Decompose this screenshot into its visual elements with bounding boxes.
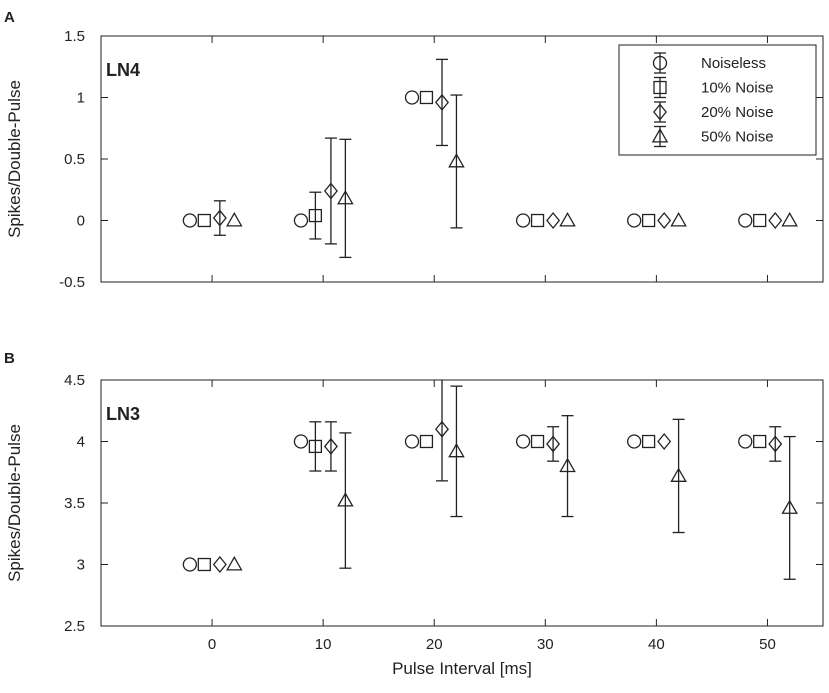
panel-b-y-axis-label: Spikes/Double-Pulse [5,424,24,582]
data-point-circle [627,434,642,449]
data-point-triangle [670,467,687,482]
panel-a-y-tick-label: -0.5 [59,274,85,291]
data-point-triangle [448,442,465,458]
data-point-diamond [657,432,672,451]
panel-b-x-tick-label: 40 [648,636,665,653]
data-point-triangle [781,212,798,227]
legend-box [618,44,817,156]
data-point-square [419,90,434,105]
data-point-diamond [212,209,227,227]
panel-b-y-tick-label: 3.5 [64,495,85,512]
data-point-triangle [781,499,798,514]
data-point-diamond [768,435,783,453]
data-point-diamond [435,93,449,111]
panel-a-y-tick-label: 0 [77,213,85,230]
data-point-circle [293,434,309,449]
panel-b-y-tick-label: 2.5 [64,618,85,635]
data-point-diamond [323,437,338,455]
data-point-triangle [226,212,243,227]
panel-b-plot-frame [100,379,824,627]
data-point-diamond [435,420,449,438]
data-point-diamond [323,182,338,200]
data-point-diamond [212,555,227,574]
data-point-circle [515,213,531,228]
data-point-triangle [559,457,576,473]
legend-marker-circle [652,55,668,71]
panel-b-x-tick-label: 20 [426,636,443,653]
data-point-diamond [657,211,672,230]
data-point-circle [182,557,198,572]
legend-label: 20% Noise [701,104,774,121]
data-point-triangle [226,556,243,571]
data-point-square [530,213,545,228]
panel-b-x-tick-label: 50 [759,636,776,653]
data-point-triangle [448,152,465,168]
data-point-triangle [337,189,354,205]
data-point-diamond [768,211,783,230]
panel-b-y-tick-label: 3 [77,557,85,574]
legend-label: Noiseless [701,55,766,72]
data-point-circle [293,213,309,228]
data-point-square [197,213,211,228]
legend-marker-square [653,80,667,95]
data-point-circle [627,213,642,228]
data-point-circle [738,434,753,449]
legend-marker-triangle [651,128,669,143]
panel-b-x-tick-label: 10 [315,636,332,653]
panel-b-title: LN3 [106,404,140,424]
data-point-circle [738,213,753,228]
data-point-circle [515,434,531,449]
panel-b-x-tick-label: 0 [208,636,216,653]
panel-b-y-tick-label: 4.5 [64,372,85,389]
panel-a-y-tick-label: 1.5 [64,28,85,45]
panel-a-y-axis-label: Spikes/Double-Pulse [5,80,24,238]
data-point-square [530,434,545,449]
panel-b-x-axis-label: Pulse Interval [ms] [392,659,532,678]
data-point-triangle [559,212,576,227]
panel-b-x-tick-label: 30 [537,636,554,653]
data-point-square [197,557,211,572]
data-point-diamond [546,211,561,230]
data-point-square [641,434,656,449]
panel-a-title: LN4 [106,60,140,80]
data-point-square [308,439,323,454]
data-point-circle [404,90,420,105]
data-point-circle [404,434,420,449]
legend-marker-diamond [653,103,667,121]
data-point-square [419,434,434,449]
data-point-square [641,213,656,228]
legend-label: 50% Noise [701,129,774,146]
panel-b-letter: B [4,350,15,367]
panel-a-letter: A [4,9,15,26]
data-point-square [753,434,767,449]
data-point-circle [182,213,198,228]
panel-a-y-tick-label: 1 [77,90,85,107]
panel-b-y-tick-label: 4 [77,434,85,451]
data-point-square [308,208,323,223]
data-point-triangle [670,212,687,227]
data-point-square [753,213,767,228]
data-point-triangle [337,492,354,507]
legend-label: 10% Noise [701,80,774,97]
data-point-diamond [546,435,561,453]
panel-a-y-tick-label: 0.5 [64,151,85,168]
